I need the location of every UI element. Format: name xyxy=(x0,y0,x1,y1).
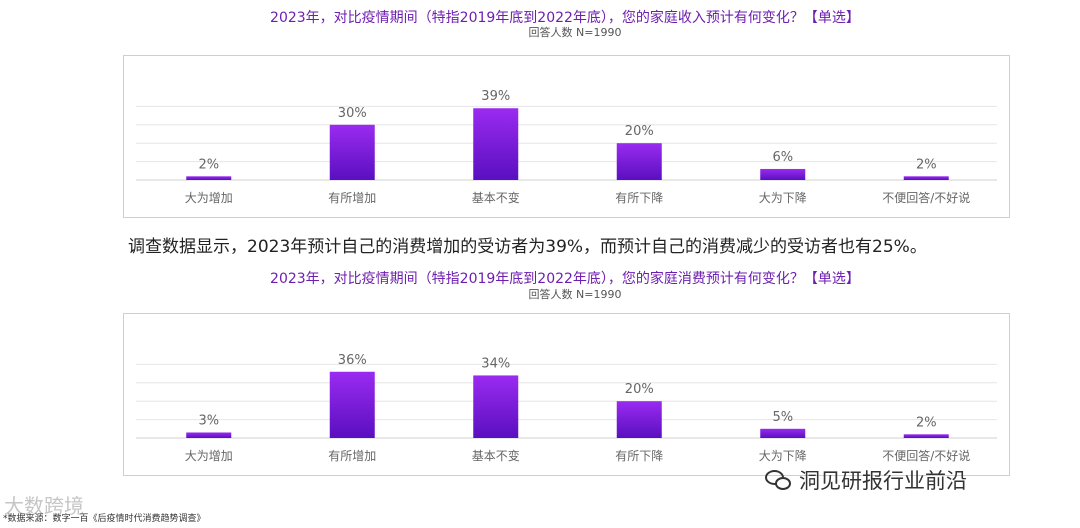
bar-value-label: 6% xyxy=(772,150,793,165)
bar-value-label: 36% xyxy=(338,353,367,368)
chart2-subtitle: 回答人数 N=1990 xyxy=(528,288,622,301)
category-label: 大为增加 xyxy=(185,449,233,463)
bar xyxy=(186,432,232,438)
chart2-plot: 3% 大为增加 36% 有所增加 34% 基本不变 20% 有所下降 5% 大为下降 2% 不便回答/… xyxy=(136,353,997,463)
watermark-right: 洞见研报行业前沿 xyxy=(765,465,967,495)
bar-value-label: 34% xyxy=(481,356,510,371)
category-label: 大为增加 xyxy=(185,191,233,205)
bar-value-label: 20% xyxy=(625,124,654,139)
category-label: 有所下降 xyxy=(615,449,663,463)
bar-value-label: 3% xyxy=(198,413,219,428)
chart1-title: 2023年，对比疫情期间（特指2019年底到2022年底），您的家庭收入预计有何… xyxy=(270,10,860,26)
bar xyxy=(760,428,806,438)
bar xyxy=(473,108,519,180)
bar-value-label: 2% xyxy=(916,415,937,430)
category-label: 不便回答/不好说 xyxy=(882,448,970,463)
category-label: 有所增加 xyxy=(328,449,376,463)
category-label: 有所增加 xyxy=(328,191,376,205)
bar xyxy=(903,176,949,180)
wechat-icon xyxy=(765,468,793,492)
bar xyxy=(616,401,662,438)
bar-value-label: 30% xyxy=(338,106,367,121)
chart1-subtitle: 回答人数 N=1990 xyxy=(528,26,622,39)
category-label: 基本不变 xyxy=(472,190,520,205)
bar-value-label: 2% xyxy=(916,157,937,172)
bar xyxy=(186,176,232,180)
bar xyxy=(903,434,949,438)
chart2-title: 2023年，对比疫情期间（特指2019年底到2022年底），您的家庭消费预计有何… xyxy=(270,271,860,287)
bar xyxy=(473,375,519,438)
summary-caption: 调查数据显示，2023年预计自己的消费增加的受访者为39%，而预计自己的消费减少… xyxy=(128,237,927,257)
category-label: 基本不变 xyxy=(472,448,520,463)
bar xyxy=(329,124,375,180)
data-source: *数据来源：数字一百《后疫情时代消费趋势调查》 xyxy=(3,514,206,524)
bar-value-label: 2% xyxy=(198,157,219,172)
bar-value-label: 20% xyxy=(625,382,654,397)
chart1-plot: 2% 大为增加 30% 有所增加 39% 基本不变 20% 有所下降 6% 大为下降 2% 不便回答/… xyxy=(136,89,997,205)
chart2-panel: 3% 大为增加 36% 有所增加 34% 基本不变 20% 有所下降 5% 大为下降 2% 不便回答/… xyxy=(123,313,1010,476)
bar-value-label: 5% xyxy=(772,410,793,425)
bar xyxy=(616,143,662,180)
category-label: 大为下降 xyxy=(759,191,807,205)
watermark-right-text: 洞见研报行业前沿 xyxy=(799,469,967,493)
category-label: 有所下降 xyxy=(615,191,663,205)
watermark-left: 大数跨境 xyxy=(4,494,84,518)
bar xyxy=(329,371,375,438)
category-label: 不便回答/不好说 xyxy=(882,190,970,205)
bar-value-label: 39% xyxy=(481,89,510,104)
chart1-panel: 2% 大为增加 30% 有所增加 39% 基本不变 20% 有所下降 6% 大为下降 2% 不便回答/… xyxy=(123,55,1010,218)
category-label: 大为下降 xyxy=(759,449,807,463)
bar xyxy=(760,168,806,180)
